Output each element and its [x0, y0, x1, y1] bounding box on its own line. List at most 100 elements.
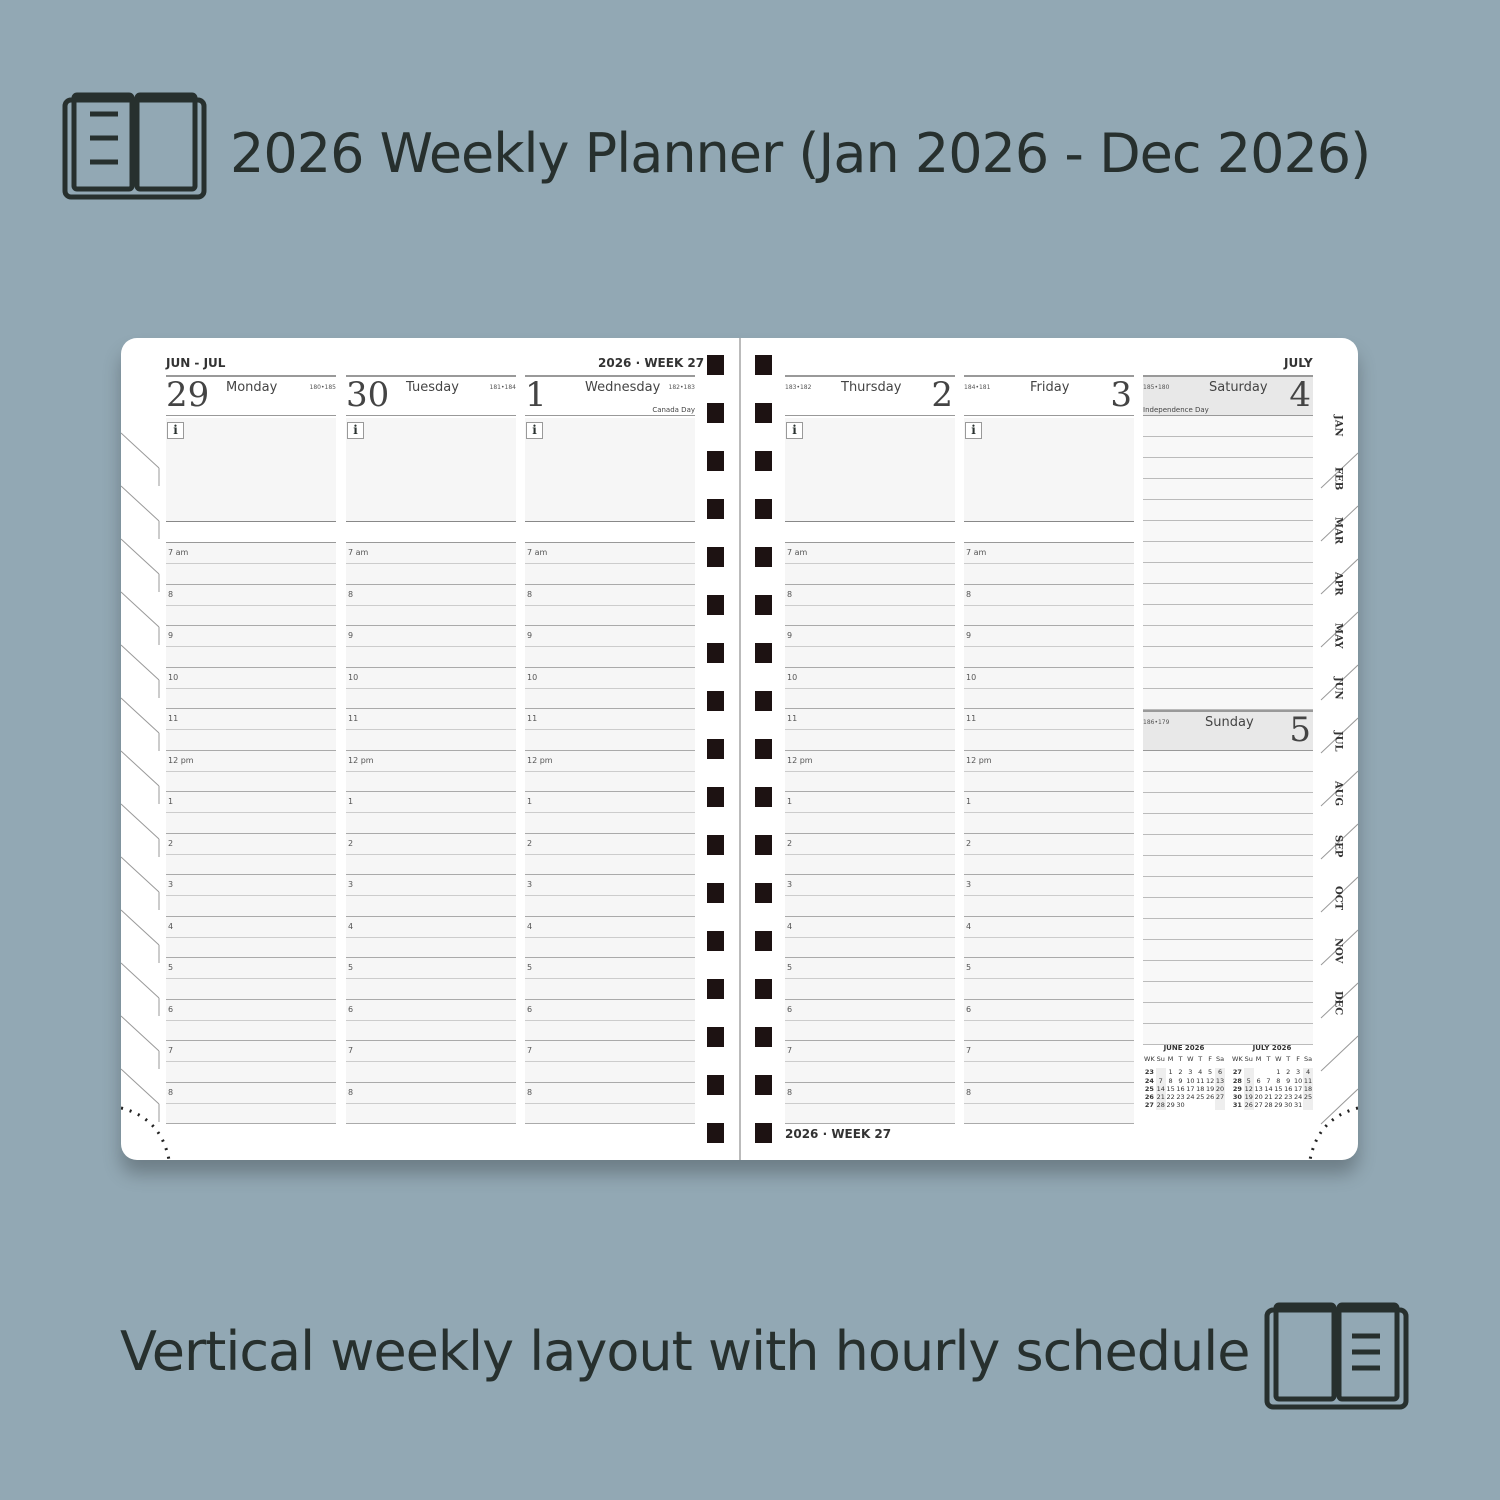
- hour-row[interactable]: 11: [964, 709, 1134, 751]
- hour-row[interactable]: 7 am: [785, 543, 955, 585]
- hour-row[interactable]: 5: [166, 958, 336, 1000]
- hour-row[interactable]: 7: [964, 1041, 1134, 1083]
- hour-row[interactable]: 7: [525, 1041, 695, 1083]
- hour-row[interactable]: 10: [785, 667, 955, 709]
- hour-row[interactable]: 2: [964, 833, 1134, 875]
- hour-row[interactable]: 7: [346, 1041, 516, 1083]
- hour-row[interactable]: 12 pm: [785, 750, 955, 792]
- hour-row[interactable]: 5: [785, 958, 955, 1000]
- note-line[interactable]: [1143, 437, 1313, 458]
- hour-row[interactable]: 11: [525, 709, 695, 751]
- hour-row[interactable]: 12 pm: [525, 750, 695, 792]
- note-line[interactable]: [1143, 689, 1313, 710]
- note-line[interactable]: [1143, 961, 1313, 982]
- hour-row[interactable]: 1: [525, 792, 695, 834]
- hour-row[interactable]: 8: [346, 584, 516, 626]
- month-tab-nov[interactable]: NOV: [1332, 938, 1344, 964]
- hour-row[interactable]: 8: [166, 1082, 336, 1124]
- note-line[interactable]: [1143, 479, 1313, 500]
- hour-row[interactable]: 3: [964, 875, 1134, 917]
- hour-row[interactable]: 10: [525, 667, 695, 709]
- note-line[interactable]: [1143, 751, 1313, 772]
- notes-area[interactable]: i: [346, 418, 516, 522]
- hour-row[interactable]: 10: [964, 667, 1134, 709]
- hour-row[interactable]: 10: [346, 667, 516, 709]
- hour-row[interactable]: 8: [525, 584, 695, 626]
- hour-row[interactable]: 6: [346, 999, 516, 1041]
- note-line[interactable]: [1143, 1003, 1313, 1024]
- hour-row[interactable]: 11: [166, 709, 336, 751]
- hour-row[interactable]: 9: [964, 626, 1134, 668]
- hour-row[interactable]: 3: [346, 875, 516, 917]
- hour-row[interactable]: 7: [166, 1041, 336, 1083]
- hour-row[interactable]: 8: [785, 1082, 955, 1124]
- note-line[interactable]: [1143, 416, 1313, 437]
- hour-row[interactable]: 2: [785, 833, 955, 875]
- note-line[interactable]: [1143, 877, 1313, 898]
- note-line[interactable]: [1143, 772, 1313, 793]
- note-line[interactable]: [1143, 668, 1313, 689]
- hour-row[interactable]: 12 pm: [964, 750, 1134, 792]
- hour-row[interactable]: 1: [964, 792, 1134, 834]
- hour-row[interactable]: 6: [525, 999, 695, 1041]
- month-tab-feb[interactable]: FEB: [1332, 466, 1344, 491]
- hour-row[interactable]: 4: [525, 916, 695, 958]
- hour-row[interactable]: 8: [964, 1082, 1134, 1124]
- notes-area[interactable]: i: [166, 418, 336, 522]
- hour-row[interactable]: 1: [166, 792, 336, 834]
- hour-row[interactable]: 8: [346, 1082, 516, 1124]
- note-line[interactable]: [1143, 793, 1313, 814]
- hour-row[interactable]: 7: [785, 1041, 955, 1083]
- hour-row[interactable]: 7 am: [964, 543, 1134, 585]
- hour-row[interactable]: 3: [166, 875, 336, 917]
- hour-row[interactable]: 6: [785, 999, 955, 1041]
- note-line[interactable]: [1143, 835, 1313, 856]
- hour-row[interactable]: 8: [525, 1082, 695, 1124]
- hour-row[interactable]: 8: [785, 584, 955, 626]
- hour-row[interactable]: 4: [785, 916, 955, 958]
- hour-row[interactable]: 4: [166, 916, 336, 958]
- note-line[interactable]: [1143, 898, 1313, 919]
- month-tab-jun[interactable]: JUN: [1332, 677, 1344, 700]
- note-line[interactable]: [1143, 940, 1313, 961]
- month-tab-dec[interactable]: DEC: [1332, 991, 1344, 1016]
- month-tab-oct[interactable]: OCT: [1332, 886, 1344, 911]
- hour-row[interactable]: 5: [346, 958, 516, 1000]
- hour-row[interactable]: 3: [785, 875, 955, 917]
- hour-row[interactable]: 9: [525, 626, 695, 668]
- month-tab-mar[interactable]: MAR: [1332, 517, 1344, 545]
- hour-row[interactable]: 9: [166, 626, 336, 668]
- hour-row[interactable]: 2: [166, 833, 336, 875]
- hour-row[interactable]: 10: [166, 667, 336, 709]
- note-line[interactable]: [1143, 814, 1313, 835]
- note-line[interactable]: [1143, 1024, 1313, 1045]
- hour-row[interactable]: 6: [964, 999, 1134, 1041]
- hour-row[interactable]: 4: [964, 916, 1134, 958]
- note-line[interactable]: [1143, 605, 1313, 626]
- note-line[interactable]: [1143, 521, 1313, 542]
- hour-row[interactable]: 8: [964, 584, 1134, 626]
- note-line[interactable]: [1143, 584, 1313, 605]
- hour-row[interactable]: 4: [346, 916, 516, 958]
- hour-row[interactable]: 2: [525, 833, 695, 875]
- hour-row[interactable]: 8: [166, 584, 336, 626]
- note-line[interactable]: [1143, 500, 1313, 521]
- note-line[interactable]: [1143, 856, 1313, 877]
- month-tab-sep[interactable]: SEP: [1332, 834, 1344, 858]
- hour-row[interactable]: 2: [346, 833, 516, 875]
- note-line[interactable]: [1143, 626, 1313, 647]
- hour-row[interactable]: 5: [964, 958, 1134, 1000]
- hour-row[interactable]: 7 am: [166, 543, 336, 585]
- month-tab-apr[interactable]: APR: [1332, 571, 1344, 596]
- note-line[interactable]: [1143, 647, 1313, 668]
- hour-row[interactable]: 12 pm: [346, 750, 516, 792]
- month-tab-jul[interactable]: JUL: [1332, 730, 1344, 752]
- notes-area[interactable]: i: [964, 418, 1134, 522]
- hour-row[interactable]: 9: [785, 626, 955, 668]
- month-tab-may[interactable]: MAY: [1332, 623, 1344, 649]
- hour-row[interactable]: 6: [166, 999, 336, 1041]
- hour-row[interactable]: 11: [346, 709, 516, 751]
- month-tab-jan[interactable]: JAN: [1332, 415, 1344, 437]
- note-line[interactable]: [1143, 458, 1313, 479]
- hour-row[interactable]: 3: [525, 875, 695, 917]
